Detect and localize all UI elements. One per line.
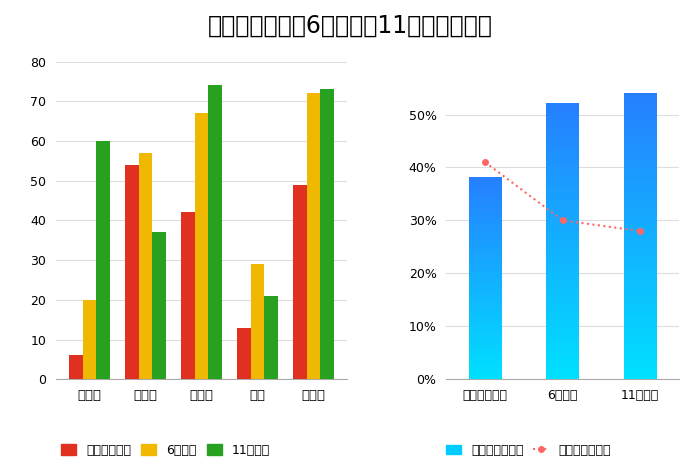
Bar [320, 90, 334, 379]
Bar [83, 300, 96, 379]
Bar [237, 328, 251, 379]
Bar [195, 113, 208, 379]
Bar [307, 93, 320, 379]
Bar [96, 141, 110, 379]
Bar [125, 165, 139, 379]
Bar [208, 85, 222, 379]
Bar [264, 296, 278, 379]
Legend: 治療・訓練前, 6か月後, 11か月後: 治療・訓練前, 6か月後, 11か月後 [57, 439, 275, 462]
Text: 治療・訓練前と6か月後、11か月後の比較: 治療・訓練前と6か月後、11か月後の比較 [208, 14, 492, 38]
Bar [152, 232, 166, 379]
Bar [293, 185, 307, 379]
Bar [139, 153, 152, 379]
Bar [69, 356, 83, 379]
Bar [181, 212, 195, 379]
Legend: ポジティブ要素, ネガティブ要素: ポジティブ要素, ネガティブ要素 [441, 439, 616, 462]
Bar [251, 264, 264, 379]
